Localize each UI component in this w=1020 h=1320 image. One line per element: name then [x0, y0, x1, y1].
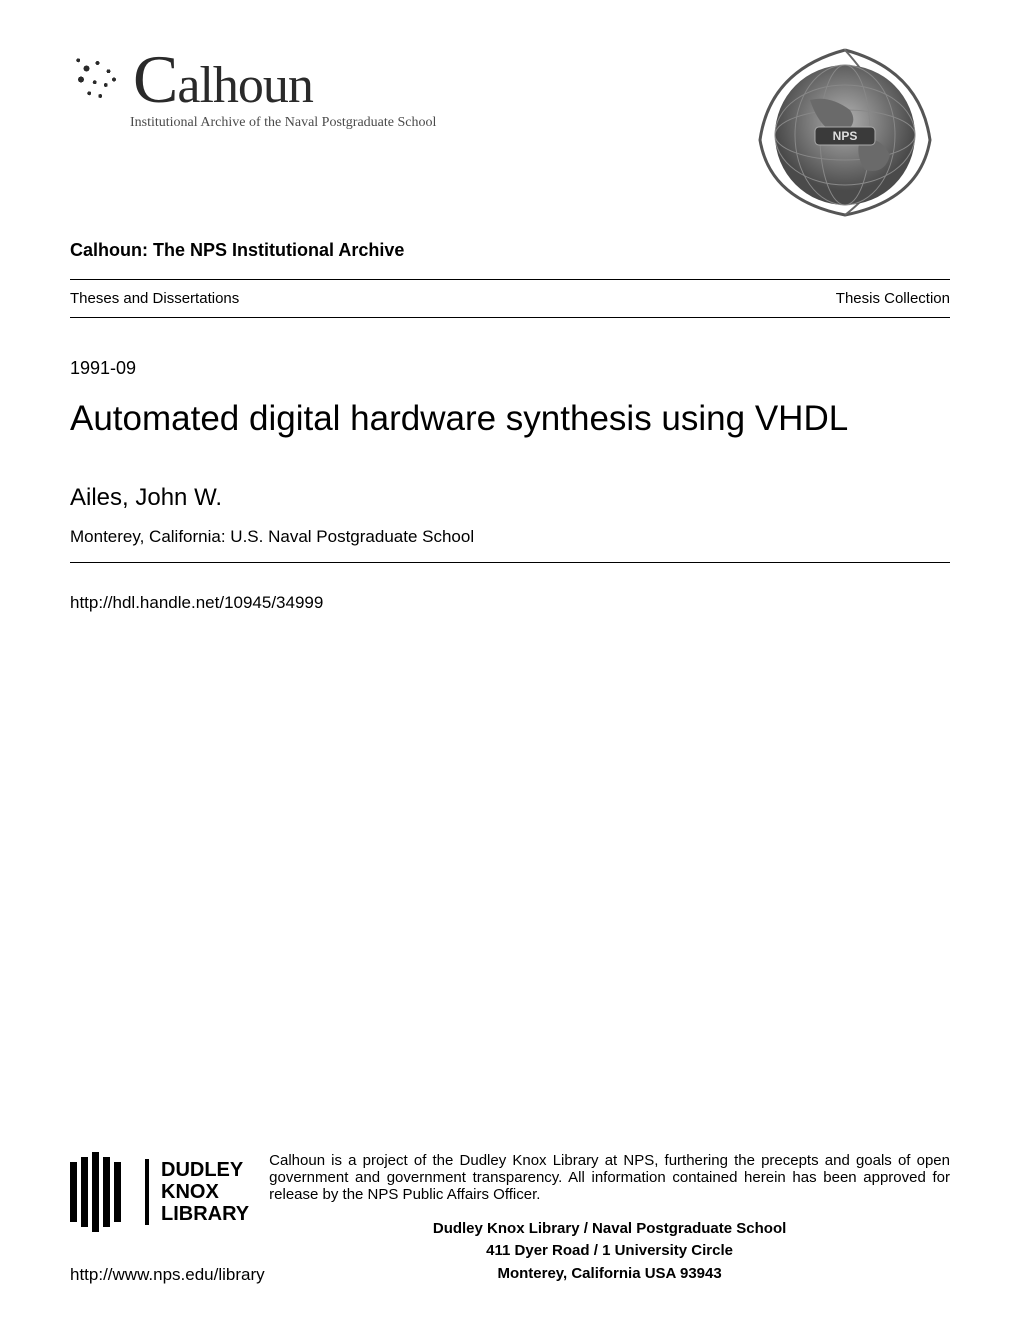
category-row: Theses and Dissertations Thesis Collecti…: [70, 280, 950, 317]
calhoun-logo-block: Calhoun Institutional Archive of the Nav…: [70, 40, 436, 131]
library-name-line1: DUDLEY: [161, 1159, 249, 1181]
library-name-line3: LIBRARY: [161, 1203, 249, 1225]
address-line1: Dudley Knox Library / Naval Postgraduate…: [269, 1218, 950, 1241]
footer-address: Dudley Knox Library / Naval Postgraduate…: [269, 1218, 950, 1286]
calhoun-subtitle: Institutional Archive of the Naval Postg…: [130, 115, 436, 131]
address-line2: 411 Dyer Road / 1 University Circle: [269, 1240, 950, 1263]
document-date: 1991-09: [70, 358, 950, 379]
category-right: Thesis Collection: [836, 290, 950, 307]
calhoun-wordmark: Calhoun: [133, 40, 313, 119]
footer-description: Calhoun is a project of the Dudley Knox …: [269, 1152, 950, 1203]
svg-text:NPS: NPS: [833, 129, 858, 143]
document-title: Automated digital hardware synthesis usi…: [70, 399, 950, 439]
handle-url[interactable]: http://hdl.handle.net/10945/34999: [70, 593, 950, 613]
library-logo: DUDLEY KNOX LIBRARY: [70, 1152, 249, 1232]
category-left: Theses and Dissertations: [70, 290, 239, 307]
columns-icon: [70, 1152, 130, 1232]
calhoun-dots-icon: [70, 52, 125, 107]
address-line3: Monterey, California USA 93943: [269, 1263, 950, 1286]
document-author: Ailes, John W.: [70, 484, 950, 512]
archive-title: Calhoun: The NPS Institutional Archive: [70, 240, 950, 261]
library-name: DUDLEY KNOX LIBRARY: [145, 1159, 249, 1225]
divider: [70, 317, 950, 318]
library-name-line2: KNOX: [161, 1181, 249, 1203]
document-publisher: Monterey, California: U.S. Naval Postgra…: [70, 527, 950, 547]
calhoun-logo: Calhoun: [70, 40, 436, 119]
divider: [70, 562, 950, 563]
nps-globe-logo: NPS: [740, 40, 950, 220]
library-url[interactable]: http://www.nps.edu/library: [70, 1265, 265, 1285]
